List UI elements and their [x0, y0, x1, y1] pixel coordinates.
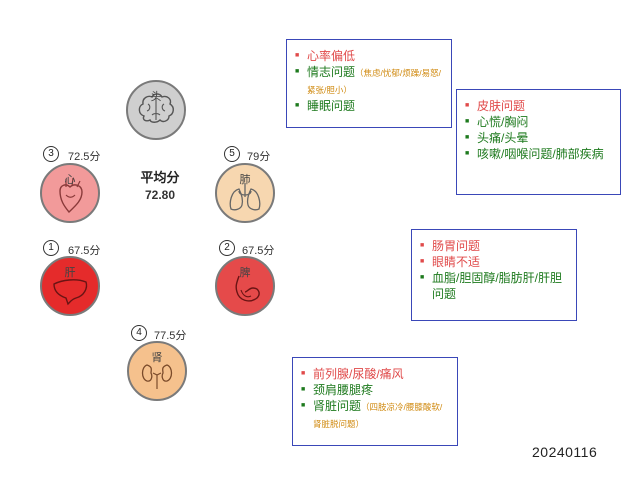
organ-spleen-label: 脾	[239, 267, 251, 279]
lung-icon	[229, 183, 261, 211]
spleen-score: 67.5分	[242, 245, 275, 257]
issue-item: 睡眠问题	[295, 98, 443, 114]
issue-text: 眼睛不适	[432, 255, 481, 269]
organ-heart: 心	[40, 163, 100, 223]
issue-text: 睡眠问题	[307, 99, 356, 113]
organ-kidney-label: 肾	[151, 352, 163, 364]
organ-lung-label: 肺	[239, 174, 251, 186]
lung-rank-badge: 5	[224, 146, 240, 162]
liver-rank-badge: 1	[43, 240, 59, 256]
kidney-issues-box: 前列腺/尿酸/痛风颈肩腰腿疼肾脏问题（四肢凉冷/腰膝酸软/肾脏脱问题）	[292, 357, 458, 446]
issue-text: 咳嗽/咽喉问题/肺部疾病	[477, 147, 604, 161]
heart-issues-box: 心率偏低情志问题（焦虑/忧郁/烦躁/易怒/紧张/胆小）睡眠问题	[286, 39, 452, 128]
issue-text: 心率偏低	[307, 49, 356, 63]
issue-item: 颈肩腰腿疼	[301, 382, 449, 398]
spleen-stomach-icon	[235, 275, 260, 302]
issue-item: 皮肤问题	[465, 98, 612, 114]
spleen-issues-box: 肠胃问题眼睛不适血脂/胆固醇/脂肪肝/肝胆问题	[411, 229, 577, 321]
issue-text: 情志问题	[307, 65, 356, 79]
spleen-rank-badge: 2	[219, 240, 235, 256]
issue-text: 头痛/头晕	[477, 131, 529, 145]
issue-item: 血脂/胆固醇/脂肪肝/肝胆问题	[420, 270, 568, 302]
issue-text: 心慌/胸闷	[477, 115, 529, 129]
organ-spleen: 脾	[215, 256, 275, 316]
heart-score: 72.5分	[68, 151, 101, 163]
spleen-issues-list: 肠胃问题眼睛不适血脂/胆固醇/脂肪肝/肝胆问题	[420, 238, 568, 302]
organ-liver: 肝	[40, 256, 100, 316]
issue-item: 头痛/头晕	[465, 130, 612, 146]
issue-text: 前列腺/尿酸/痛风	[313, 367, 404, 381]
kidney-score: 77.5分	[154, 330, 187, 342]
issue-note: （四肢凉冷/腰膝酸软/肾脏脱问题）	[313, 402, 443, 429]
organ-kidney: 肾	[127, 341, 187, 401]
issue-item: 心率偏低	[295, 48, 443, 64]
lung-score: 79分	[247, 151, 271, 163]
issue-text: 颈肩腰腿疼	[313, 383, 374, 397]
kidney-issues-list: 前列腺/尿酸/痛风颈肩腰腿疼肾脏问题（四肢凉冷/腰膝酸软/肾脏脱问题）	[301, 366, 449, 432]
issue-text: 血脂/胆固醇/脂肪肝/肝胆问题	[432, 271, 563, 301]
organ-heart-label: 心	[64, 174, 76, 186]
heart-issues-list: 心率偏低情志问题（焦虑/忧郁/烦躁/易怒/紧张/胆小）睡眠问题	[295, 48, 443, 114]
lung-issues-list: 皮肤问题心慌/胸闷头痛/头晕咳嗽/咽喉问题/肺部疾病	[465, 98, 612, 162]
average-title: 平均分	[140, 170, 180, 185]
issue-item: 肾脏问题（四肢凉冷/腰膝酸软/肾脏脱问题）	[301, 398, 449, 432]
average-score: 平均分 72.80	[130, 167, 190, 202]
liver-icon	[53, 279, 88, 306]
issue-text: 肠胃问题	[432, 239, 481, 253]
issue-item: 心慌/胸闷	[465, 114, 612, 130]
lung-issues-box: 皮肤问题心慌/胸闷头痛/头晕咳嗽/咽喉问题/肺部疾病	[456, 89, 621, 195]
issue-item: 肠胃问题	[420, 238, 568, 254]
issue-text: 皮肤问题	[477, 99, 526, 113]
organ-head: 头	[126, 80, 186, 140]
issue-text: 肾脏问题	[313, 399, 362, 413]
heart-rank-badge: 3	[43, 146, 59, 162]
brain-icon	[138, 93, 174, 123]
kidney-rank-badge: 4	[131, 325, 147, 341]
organ-lung: 肺	[215, 163, 275, 223]
issue-item: 咳嗽/咽喉问题/肺部疾病	[465, 146, 612, 162]
heart-organ-icon	[59, 177, 83, 214]
kidney-icon	[141, 364, 173, 389]
issue-note: （焦虑/忧郁/烦躁/易怒/紧张/胆小）	[307, 68, 441, 95]
issue-item: 眼睛不适	[420, 254, 568, 270]
liver-score: 67.5分	[68, 245, 101, 257]
organ-liver-label: 肝	[64, 267, 76, 279]
report-date: 20240116	[532, 444, 598, 460]
average-value: 72.80	[144, 188, 176, 202]
issue-item: 前列腺/尿酸/痛风	[301, 366, 449, 382]
organ-head-label: 头	[150, 91, 162, 103]
issue-item: 情志问题（焦虑/忧郁/烦躁/易怒/紧张/胆小）	[295, 64, 443, 98]
